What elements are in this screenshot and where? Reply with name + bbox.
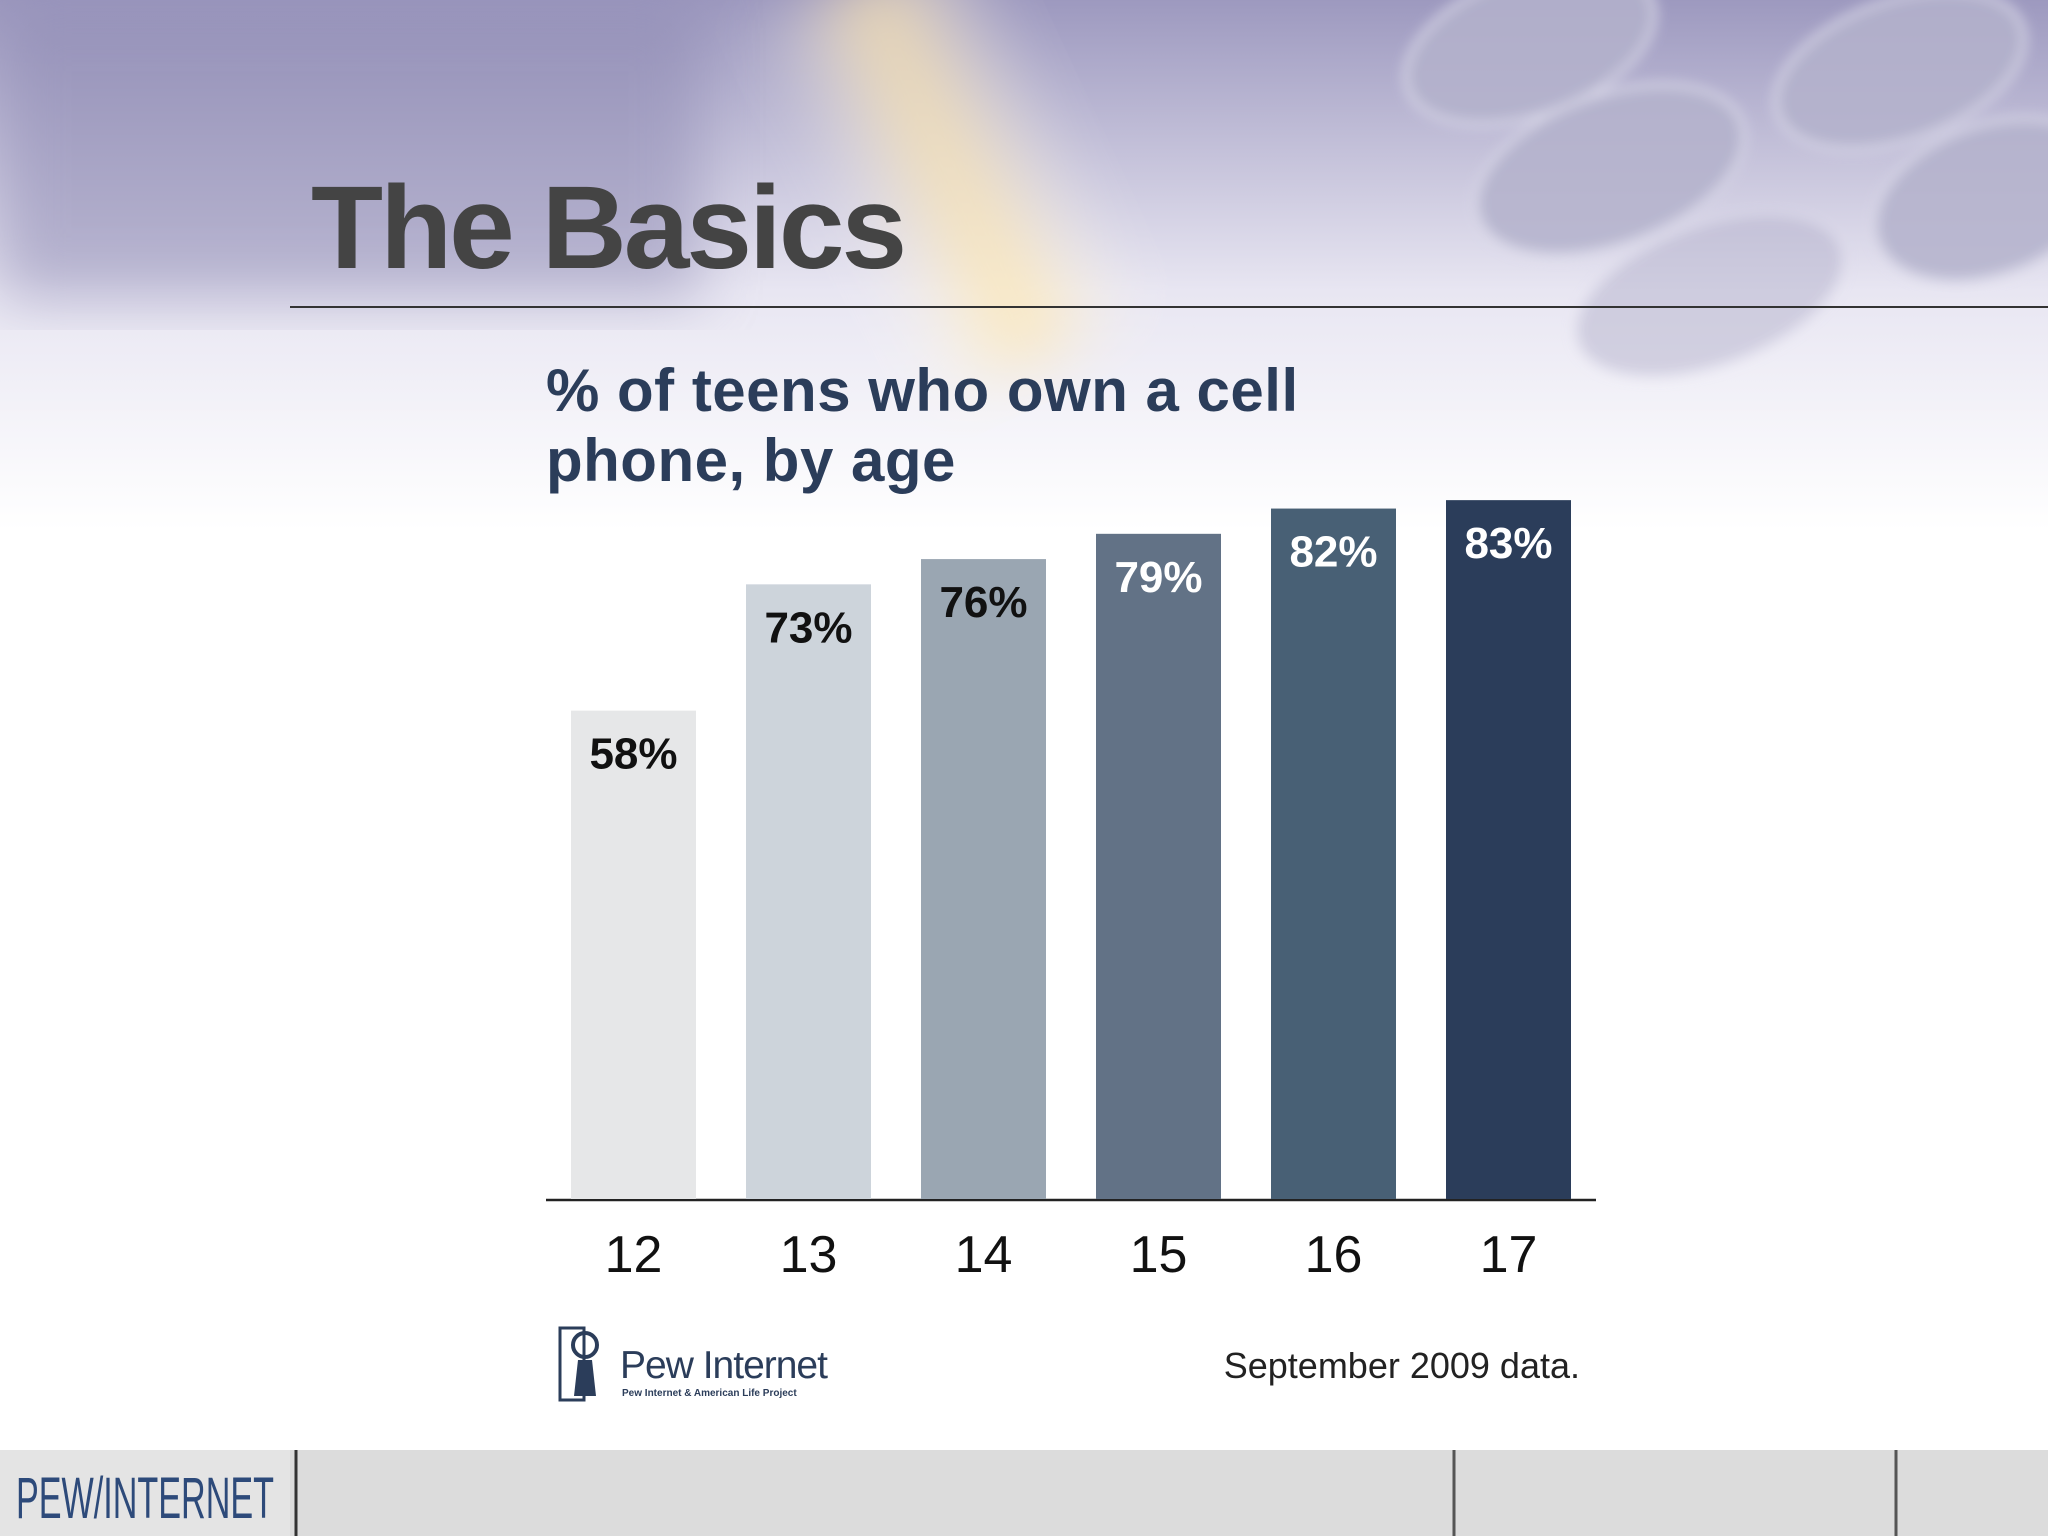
slide-title: The Basics — [311, 162, 904, 294]
value-label: 73% — [764, 603, 852, 652]
x-tick-label: 17 — [1480, 1226, 1538, 1284]
logo-icon — [571, 1331, 599, 1359]
footer-brand: PEW/INTERNET — [16, 1466, 274, 1531]
x-tick-label: 12 — [605, 1226, 663, 1284]
x-tick-label: 14 — [955, 1226, 1013, 1284]
value-label: 76% — [939, 578, 1027, 627]
logo-name: Pew Internet — [620, 1344, 828, 1387]
shade — [0, 0, 700, 300]
bar — [746, 584, 871, 1199]
value-label: 79% — [1114, 553, 1202, 602]
logo: Pew Internet Pew Internet & American Lif… — [558, 1326, 829, 1402]
bar — [1446, 500, 1571, 1199]
x-tick-label: 16 — [1305, 1226, 1363, 1284]
bar — [571, 710, 696, 1199]
logo-icon — [574, 1360, 596, 1396]
chart-title: % of teens who own a cell phone, by age — [546, 357, 1299, 494]
logo-subtitle: Pew Internet & American Life Project — [622, 1388, 797, 1399]
light-streak — [743, 0, 1157, 416]
note: September 2009 data. — [1224, 1345, 1580, 1386]
value-label: 58% — [589, 730, 677, 779]
bar — [1096, 533, 1221, 1199]
value-label: 83% — [1464, 519, 1552, 568]
bar — [921, 559, 1046, 1199]
footer-brand-box — [0, 1450, 290, 1536]
footer — [0, 1450, 2048, 1536]
bar — [1271, 508, 1396, 1199]
x-tick-label: 15 — [1130, 1226, 1188, 1284]
x-tick-label: 13 — [780, 1226, 838, 1284]
value-label: 82% — [1289, 528, 1377, 577]
